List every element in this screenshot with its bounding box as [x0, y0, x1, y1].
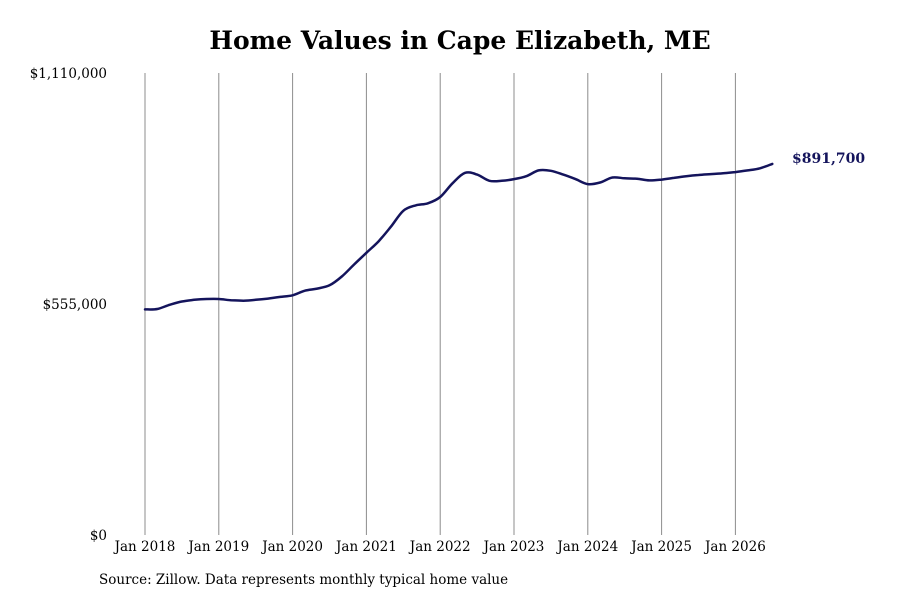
chart-title: Home Values in Cape Elizabeth, ME: [209, 26, 711, 55]
x-tick-label: Jan 2018: [113, 539, 176, 555]
x-tick-label: Jan 2023: [482, 539, 545, 555]
x-tick-label: Jan 2021: [334, 539, 397, 555]
x-tick-label: Jan 2022: [408, 539, 471, 555]
series-layer: [143, 162, 774, 311]
x-axis-ticks: Jan 2018 Jan 2019 Jan 2020 Jan 2021 Jan 2022…: [113, 539, 766, 555]
x-tick-label: Jan 2026: [703, 539, 766, 555]
y-tick-label: $1,110,000: [30, 66, 107, 82]
x-tick-label: Jan 2019: [186, 539, 249, 555]
y-axis-ticks: $0 $555,000 $1,110,000: [30, 66, 107, 544]
x-tick-label: Jan 2024: [555, 539, 618, 555]
gridlines: [144, 73, 736, 535]
y-tick-label: $555,000: [43, 297, 107, 313]
end-value-label: $891,700: [792, 151, 865, 167]
x-tick-label: Jan 2020: [260, 539, 323, 555]
x-tick-label: Jan 2025: [629, 539, 692, 555]
y-tick-label: $0: [90, 528, 107, 544]
end-label-layer: $891,700: [792, 151, 865, 167]
series-line: [143, 162, 774, 311]
source-note: Source: Zillow. Data represents monthly …: [99, 572, 509, 588]
